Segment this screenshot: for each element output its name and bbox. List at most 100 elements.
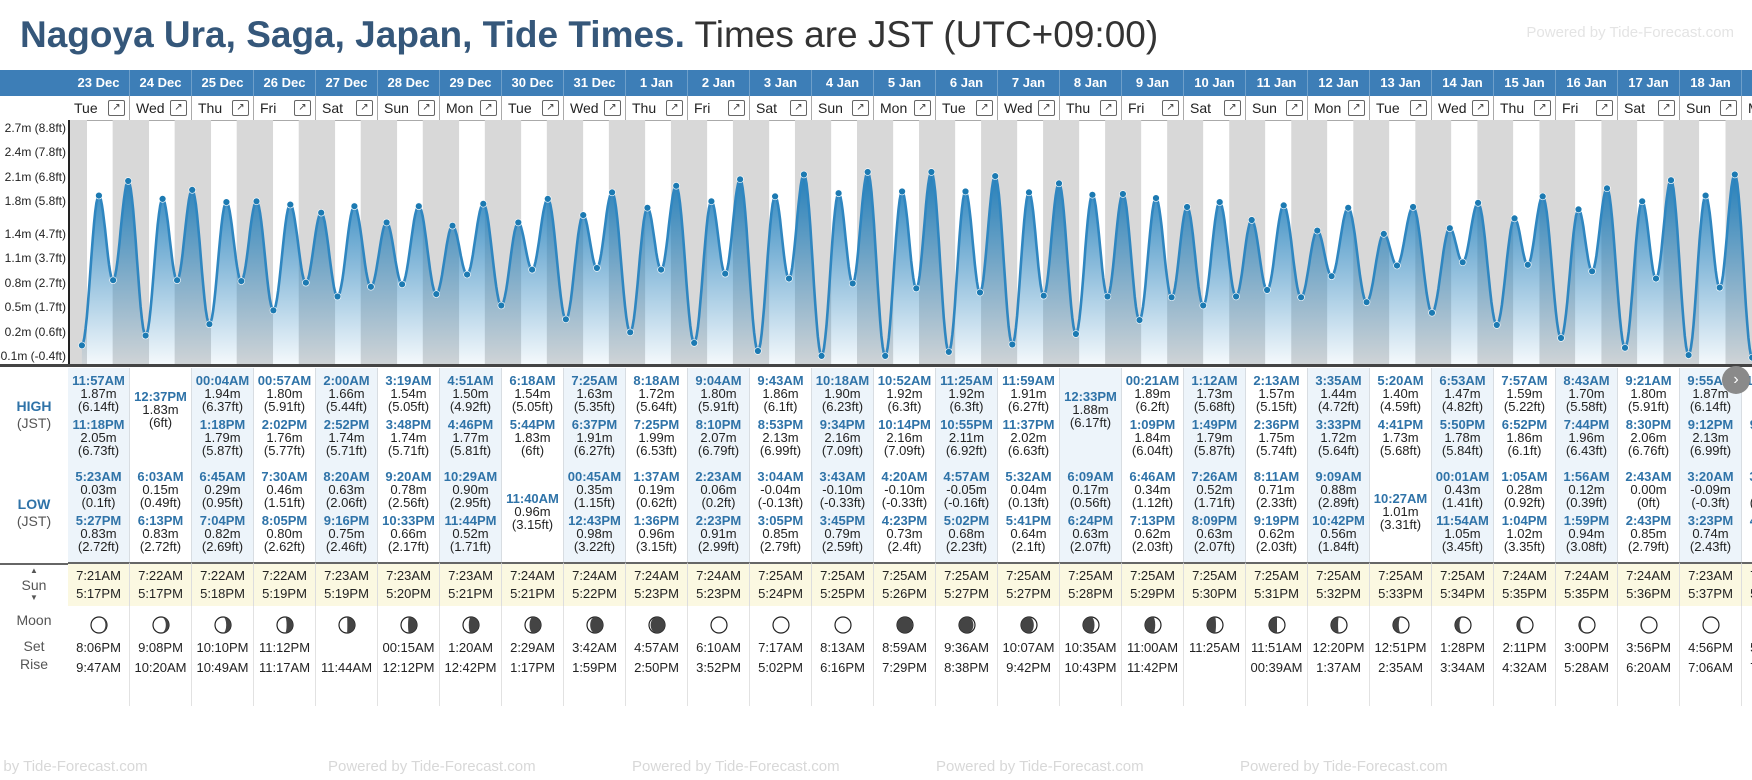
expand-icon[interactable]: ↗ bbox=[542, 100, 559, 116]
tide-extreme-point bbox=[1588, 267, 1596, 276]
expand-icon[interactable]: ↗ bbox=[170, 100, 187, 116]
low-tide-height-ft: (0.1ft) bbox=[81, 495, 116, 510]
expand-icon[interactable]: ↗ bbox=[790, 100, 807, 116]
tide-extreme-point bbox=[991, 172, 999, 180]
low-tide-cell: 5:23AM 0.03m (0.1ft) 5:27PM 0.83m (2.72ft) bbox=[68, 462, 130, 562]
sunset-time: 5:19PM bbox=[262, 586, 307, 601]
high-tide-entry: 11:59AM 1.91m (6.27ft) bbox=[998, 374, 1059, 413]
low-tide-entry: 9:20AM 0.78m (2.56ft) bbox=[378, 470, 439, 509]
low-tide-cell: 1:05AM 0.28m (0.92ft) 1:04PM 1.02m (3.35ft) bbox=[1494, 462, 1556, 562]
high-tide-cell: 2:13AM 1.57m (5.15ft) 2:36PM 1.75m (5.74ft) bbox=[1246, 368, 1308, 462]
expand-icon[interactable]: ↗ bbox=[976, 100, 993, 116]
sunset-time: 5:17PM bbox=[138, 586, 183, 601]
tide-extreme-point bbox=[945, 348, 953, 356]
tide-extreme-point bbox=[736, 175, 744, 183]
tide-extreme-point bbox=[1152, 194, 1160, 202]
sun-cell: 7:25AM 5:31PM bbox=[1246, 562, 1308, 606]
moonset-time: 8:13AM bbox=[820, 640, 865, 655]
low-tide-entry: 7:30AM 0.46m (1.51ft) bbox=[254, 470, 315, 509]
tide-extreme-point bbox=[514, 218, 522, 227]
expand-icon[interactable]: ↗ bbox=[108, 100, 125, 116]
sunset-time: 5:38PM bbox=[1742, 586, 1752, 601]
tide-extreme-point bbox=[626, 328, 634, 337]
tide-extreme-point bbox=[382, 218, 391, 227]
expand-icon[interactable]: ↗ bbox=[604, 100, 621, 116]
high-tide-cell: 11:57AM 1.87m (6.14ft) 11:18PM 2.05m (6.73ft) bbox=[68, 368, 130, 462]
expand-icon[interactable]: ↗ bbox=[294, 100, 311, 116]
tide-extreme-point bbox=[173, 276, 181, 284]
tide-extreme-point bbox=[608, 188, 616, 197]
high-tide-height-m: 1.80m bbox=[266, 386, 303, 401]
weekday-label: Sun bbox=[818, 100, 843, 116]
tide-extreme-point bbox=[269, 306, 278, 315]
high-tide-height-m: 1.40m bbox=[1382, 386, 1419, 401]
sun-cell: 7:23AM 5:19PM bbox=[316, 562, 378, 606]
expand-icon[interactable]: ↗ bbox=[1100, 100, 1117, 116]
expand-icon[interactable]: ↗ bbox=[418, 100, 435, 116]
moon-shadow bbox=[1145, 617, 1156, 633]
weekday-cell: Tue ↗ bbox=[1370, 96, 1432, 121]
expand-icon[interactable]: ↗ bbox=[1348, 100, 1365, 116]
low-tide-height-m: 0.65m bbox=[1742, 527, 1752, 540]
expand-icon[interactable]: ↗ bbox=[1720, 100, 1737, 116]
tide-extreme-point bbox=[1055, 179, 1063, 188]
tide-extreme-point bbox=[1008, 340, 1016, 349]
low-tide-height-ft: (2.23ft) bbox=[945, 539, 988, 554]
moon-phase-icon bbox=[772, 616, 790, 634]
high-tide-height-m: 1.78m bbox=[1444, 430, 1481, 445]
expand-icon[interactable]: ↗ bbox=[356, 100, 373, 116]
powered-by-footer-text: Powered by Tide-Forecast.com bbox=[1240, 758, 1448, 775]
low-tide-time: 3:20AM bbox=[1687, 469, 1734, 484]
low-tide-height-m: 0.90m bbox=[452, 482, 489, 497]
expand-icon[interactable]: ↗ bbox=[1038, 100, 1055, 116]
scroll-right-button[interactable]: › bbox=[1722, 366, 1750, 394]
high-tide-entry: 2:13AM 1.57m (5.15ft) bbox=[1246, 374, 1307, 413]
low-tide-height-m: 0.96m bbox=[514, 504, 551, 519]
moonset-time: 11:25AM bbox=[1188, 640, 1241, 655]
low-tide-height-ft: (1.71ft) bbox=[1193, 495, 1236, 510]
weekday-label: Sat bbox=[1190, 100, 1212, 116]
low-tide-height-ft: (3.31ft) bbox=[1379, 517, 1422, 532]
expand-icon[interactable]: ↗ bbox=[666, 100, 683, 116]
high-tide-cell: 10:18AM 1.90m (6.23ft) 9:34PM 2.16m (7.09ft) bbox=[812, 368, 874, 462]
high-tide-cell: 00:04AM 1.94m (6.37ft) 1:18PM 1.79m (5.87ft) bbox=[192, 368, 254, 462]
high-tide-time: 2:52PM bbox=[323, 417, 370, 432]
weekday-label: Fri bbox=[694, 100, 711, 116]
low-tide-entry: 5:02PM 0.68m (2.23ft) bbox=[936, 514, 997, 553]
expand-icon[interactable]: ↗ bbox=[728, 100, 745, 116]
low-tide-height-m: 0.46m bbox=[266, 482, 303, 497]
expand-icon[interactable]: ↗ bbox=[480, 100, 497, 116]
expand-icon[interactable]: ↗ bbox=[1534, 100, 1551, 116]
tide-extreme-point bbox=[333, 292, 342, 301]
expand-icon[interactable]: ↗ bbox=[1162, 100, 1179, 116]
high-tide-time: 9:43AM bbox=[757, 373, 804, 388]
high-tide-cell: 4:51AM 1.50m (4.92ft) 4:46PM 1.77m (5.81ft) bbox=[440, 368, 502, 462]
moon-phase-icon bbox=[648, 616, 666, 634]
expand-icon[interactable]: ↗ bbox=[914, 100, 931, 116]
low-tide-entry: 1:36PM 0.96m (3.15ft) bbox=[626, 514, 687, 553]
date-header: 17 Jan bbox=[1618, 70, 1680, 96]
expand-icon[interactable]: ↗ bbox=[1596, 100, 1613, 116]
tide-extreme-point bbox=[95, 191, 103, 200]
moon-cell: 1:28PM 3:34AM bbox=[1432, 606, 1494, 706]
expand-icon[interactable]: ↗ bbox=[232, 100, 249, 116]
sunrise-time: 7:25AM bbox=[1192, 568, 1237, 583]
high-tide-time: 2:02PM bbox=[261, 417, 308, 432]
weekday-cell: Thu ↗ bbox=[626, 96, 688, 121]
expand-icon[interactable]: ↗ bbox=[1410, 100, 1427, 116]
tide-extreme-point bbox=[1119, 190, 1127, 198]
low-tide-cell: 00:01AM 0.43m (1.41ft) 11:54AM 1.05m (3.45ft) bbox=[1432, 462, 1494, 562]
expand-icon[interactable]: ↗ bbox=[1472, 100, 1489, 116]
high-tide-height-ft: (6.1ft) bbox=[763, 399, 798, 414]
sunrise-time: 7:25AM bbox=[882, 568, 927, 583]
moonrise-time: 7:29PM bbox=[882, 660, 927, 675]
high-tide-height-ft: (6.3ft) bbox=[949, 399, 984, 414]
moon-disc bbox=[1702, 616, 1720, 634]
expand-icon[interactable]: ↗ bbox=[852, 100, 869, 116]
expand-icon[interactable]: ↗ bbox=[1224, 100, 1241, 116]
expand-icon[interactable]: ↗ bbox=[1286, 100, 1303, 116]
moon-phase-icon bbox=[462, 616, 480, 634]
high-tide-height-m: 1.89m bbox=[1134, 386, 1171, 401]
expand-icon[interactable]: ↗ bbox=[1658, 100, 1675, 116]
weekday-cell: Fri ↗ bbox=[254, 96, 316, 121]
